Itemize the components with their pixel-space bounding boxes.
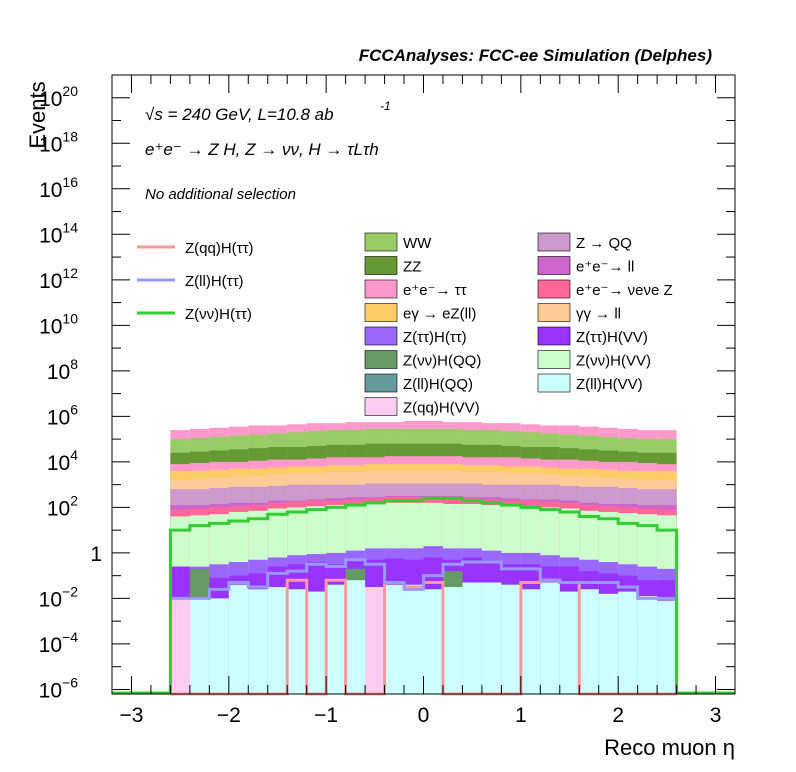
x-tick-label: −3 [119, 704, 143, 727]
y-tick-label: 10−6 [39, 674, 79, 702]
signal-line [168, 496, 679, 694]
stack-bar [598, 593, 619, 694]
stack-bar [579, 589, 599, 694]
x-tick-label: −2 [217, 704, 241, 727]
legend-box-label: Z(νν)H(QQ) [403, 353, 481, 370]
legend-box-label: ZZ [403, 259, 421, 276]
signal-lines [112, 496, 735, 696]
legend-box-swatch [364, 326, 398, 346]
y-axis-label: Events [25, 81, 50, 148]
chart-title: FCCAnalyses: FCC-ee Simulation (Delphes) [359, 46, 713, 65]
legend-box-label: eγ → eZ(ll) [403, 306, 476, 323]
stack-bar [209, 598, 229, 694]
legend-line-label: Z(νν)H(ττ) [185, 306, 252, 323]
x-tick-label: 1 [515, 704, 527, 727]
y-tick-label: 104 [47, 447, 78, 475]
y-tick-label: 1014 [39, 219, 78, 247]
legend-box-label: e⁺e⁻→ ττ [403, 282, 467, 299]
legend-box-swatch [364, 256, 398, 275]
y-tick-label: 10−4 [39, 629, 79, 657]
stack-bar [540, 582, 560, 694]
axes [111, 74, 736, 695]
stack-bar [637, 596, 658, 694]
legend-box-swatch [537, 256, 571, 275]
lumi-exponent: -1 [380, 99, 391, 113]
stack-bar [267, 587, 288, 694]
legend-box-label: Z(ττ)H(VV) [576, 329, 648, 346]
legend-line-label: Z(qq)H(ττ) [185, 240, 254, 257]
legend-box-label: Z(ll)H(VV) [576, 376, 643, 393]
legend-box-label: Z(ll)H(QQ) [403, 376, 473, 393]
x-tick-label: 3 [710, 704, 722, 727]
y-tick-label: 106 [47, 401, 78, 429]
stack-bar [520, 589, 541, 694]
legend-box-swatch [537, 232, 571, 252]
legend-box-label: e⁺e⁻→ νeνe Z [576, 282, 673, 299]
stack-bar [228, 584, 249, 694]
stack-bar [170, 598, 190, 694]
x-axis-label: Reco muon η [604, 735, 735, 760]
stack-bar [501, 584, 521, 694]
y-tick-label: 1 [90, 543, 102, 566]
y-tick-label: 108 [47, 356, 78, 384]
y-tick-label: 1010 [39, 310, 78, 338]
legend-box-swatch [364, 279, 398, 299]
legend-box-label: Z(ττ)H(ττ) [403, 329, 467, 346]
legend-box-label: Z(νν)H(VV) [576, 353, 651, 370]
y-tick-label: 1018 [39, 128, 78, 156]
legend-box-swatch [537, 350, 571, 369]
tick-labels: −3 −2 −1 0 1 2 3 10−6 10−4 10−2 1 102 104 106 108 1010 1… [39, 83, 722, 727]
stack-bar [248, 589, 268, 694]
legend-line-label: Z(ll)H(ττ) [185, 273, 244, 290]
legend-box-label: WW [403, 235, 432, 252]
stack-bar [559, 591, 580, 694]
stack-bar [442, 587, 463, 694]
stack-bar [423, 589, 443, 694]
legend-box-swatch [364, 373, 398, 393]
y-tick-label: 1020 [39, 83, 78, 111]
legend-box-swatch [364, 303, 398, 322]
x-tick-label: 2 [612, 704, 624, 727]
legend: Z(qq)H(ττ) Z(ll)H(ττ) Z(νν)H(ττ) WW Z → QQ ZZ… [137, 232, 673, 417]
signal-line [168, 558, 679, 694]
legend-box-swatch [537, 326, 571, 346]
stack-bar [481, 582, 502, 694]
stack-bar [345, 580, 366, 694]
y-tick-label: 1012 [39, 265, 78, 293]
legend-box-swatch [364, 350, 398, 369]
legend-box-swatch [537, 373, 571, 393]
legend-box-swatch [364, 397, 398, 416]
stack-bar [404, 584, 424, 694]
y-tick-label: 1016 [39, 174, 78, 202]
legend-box-swatch [537, 279, 571, 299]
stack-bar [365, 587, 385, 694]
selection-annotation: No additional selection [145, 186, 296, 203]
stack-bars [170, 420, 677, 694]
stack-bar [618, 591, 638, 694]
x-tick-label: −1 [314, 704, 338, 727]
process-annotation: e⁺e⁻ → Z H, Z → νν, H → τLτh [145, 140, 379, 159]
sqrts-annotation: √s = 240 GeV, L=10.8 ab [145, 105, 334, 124]
stack-bar [326, 584, 346, 694]
stack-bar [384, 584, 405, 694]
stack-bar [657, 600, 677, 694]
annotations: √s = 240 GeV, L=10.8 ab -1 e⁺e⁻ → Z H, Z… [145, 99, 391, 203]
legend-box-label: Z(qq)H(VV) [403, 400, 480, 417]
stack-bar [462, 582, 482, 694]
legend-box-label: e⁺e⁻→ ll [576, 259, 634, 276]
y-tick-label: 102 [47, 492, 78, 520]
y-tick-label: 10−2 [39, 583, 79, 611]
stack-bar [287, 589, 307, 694]
x-tick-label: 0 [418, 704, 430, 727]
legend-box-label: Z → QQ [576, 235, 632, 252]
legend-box-swatch [364, 232, 398, 252]
stack-bar [189, 598, 210, 694]
legend-box-swatch [537, 303, 571, 322]
stack-layer [170, 587, 385, 694]
legend-box-label: γγ → ll [576, 306, 621, 323]
stack-bar [306, 591, 327, 694]
